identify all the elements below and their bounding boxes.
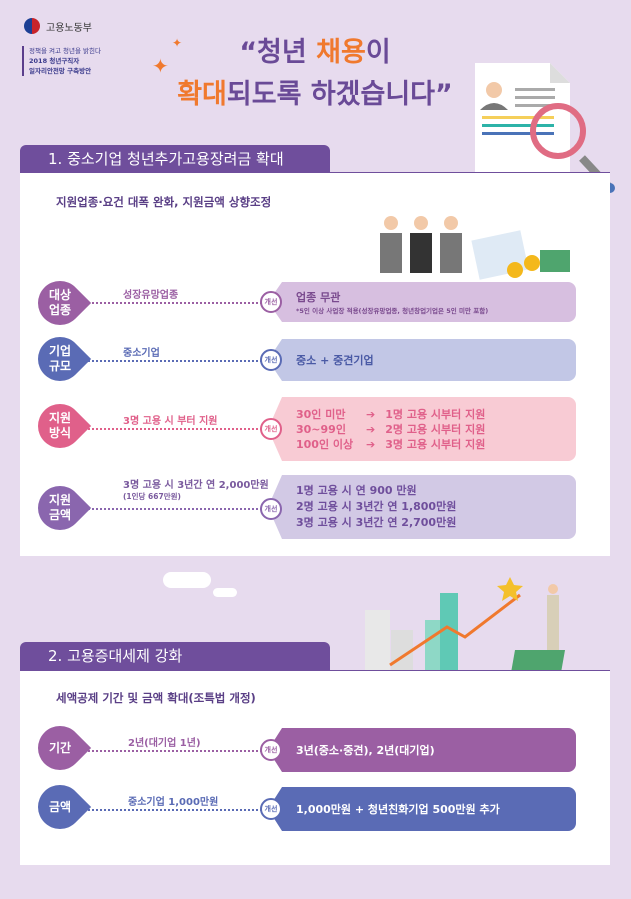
arrow-icon: ➔ (366, 407, 376, 421)
title-text: 이 (365, 37, 391, 68)
taegeuk-emblem-icon (24, 18, 40, 34)
tagline-line: 일자리안전망 구축방안 (29, 67, 92, 75)
row-label: 기간 (48, 741, 72, 755)
section2-header: 2. 고용증대세제 강화 (20, 642, 330, 670)
after-line: 30인 미만 ➔ 1명 고용 시부터 지원 (296, 407, 486, 421)
improve-badge: 개선 (260, 798, 282, 820)
row-label: 기업 규모 (48, 344, 72, 373)
tagline: 정책을 켜고 청년을 밝힌다 2018 청년구직자 일자리안전망 구축방안 (22, 46, 101, 76)
before-value: 3명 고용 시 3년간 연 2,000만원 (123, 480, 269, 491)
row-label: 지원 금액 (48, 493, 72, 522)
after-box: 1명 고용 시 연 900 만원 2명 고용 시 3년간 연 1,800만원 3명 … (268, 475, 576, 539)
after-box: 3년(중소·중견), 2년(대기업) (268, 728, 576, 772)
title-text: “청년 (239, 37, 317, 68)
after-line: 30~99인 ➔ 2명 고용 시부터 지원 (296, 422, 486, 436)
page-title: “청년 채용이 확대되도록 하겠습니다” (150, 32, 480, 116)
improve-badge: 개선 (260, 291, 282, 313)
tagline-line: 2018 청년구직자 (29, 57, 80, 65)
section2-subtitle: 세액공제 기간 및 금액 확대(조특법 개정) (56, 691, 256, 705)
ministry-logo: 고용노동부 (24, 18, 92, 34)
row-label: 지원 방식 (48, 411, 72, 440)
ministry-name: 고용노동부 (46, 22, 92, 34)
arrow-icon: ➔ (366, 422, 376, 436)
after-value: 중소 + 중견기업 (296, 354, 374, 367)
cloud-icon (163, 572, 211, 588)
after-box: 1,000만원 + 청년친화기업 500만원 추가 (268, 787, 576, 831)
growth-city-illustration (365, 577, 566, 675)
section1-subtitle: 지원업종·요건 대폭 완화, 지원금액 상향조정 (56, 195, 272, 209)
after-line: 3명 고용 시 3년간 연 2,700만원 (296, 516, 457, 529)
title-highlight: 채용 (316, 37, 366, 68)
after-box: 30인 미만 ➔ 1명 고용 시부터 지원 30~99인 ➔ 2명 고용 시부터 지원 … (268, 397, 576, 461)
after-line: 2명 고용 시 3년간 연 1,800만원 (296, 500, 457, 513)
improve-badge: 개선 (260, 349, 282, 371)
after-note: *5인 이상 사업장 적용(성장유망업종, 청년창업기업은 5인 미만 포함) (296, 307, 489, 315)
after-line: 100인 이상 ➔ 3명 고용 시부터 지원 (296, 437, 486, 451)
before-value: 중소기업 1,000만원 (128, 797, 219, 808)
before-note: (1인당 667만원) (123, 492, 181, 501)
sparkle-icon: ✦ (172, 36, 183, 50)
title-text: 되도록 하겠습니다” (226, 79, 453, 110)
section1-header: 1. 중소기업 청년추가고용장려금 확대 (20, 145, 330, 173)
row-label: 대상 업종 (48, 288, 72, 317)
after-box: 업종 무관 *5인 이상 사업장 적용(성장유망업종, 청년창업기업은 5인 미만… (268, 282, 576, 322)
improve-badge: 개선 (260, 739, 282, 761)
row-label: 금액 (48, 800, 72, 814)
after-box: 중소 + 중견기업 (268, 339, 576, 381)
cloud-icon (213, 588, 237, 597)
improve-badge: 개선 (260, 418, 282, 440)
after-value: 업종 무관 (296, 291, 341, 304)
before-value: 2년(대기업 1년) (128, 738, 201, 749)
before-value: 성장유망업종 (123, 290, 179, 301)
job-seekers-illustration (380, 216, 570, 280)
sparkle-icon: ✦ (152, 54, 169, 78)
tagline-line: 정책을 켜고 청년을 밝힌다 (29, 47, 101, 55)
arrow-icon: ➔ (366, 437, 376, 451)
improve-badge: 개선 (260, 498, 282, 520)
title-highlight: 확대 (177, 79, 227, 110)
before-value: 중소기업 (123, 348, 160, 359)
after-value: 3년(중소·중견), 2년(대기업) (296, 744, 435, 757)
before-value: 3명 고용 시 부터 지원 (123, 416, 218, 427)
after-value: 1,000만원 + 청년친화기업 500만원 추가 (296, 803, 500, 816)
after-line: 1명 고용 시 연 900 만원 (296, 484, 417, 497)
